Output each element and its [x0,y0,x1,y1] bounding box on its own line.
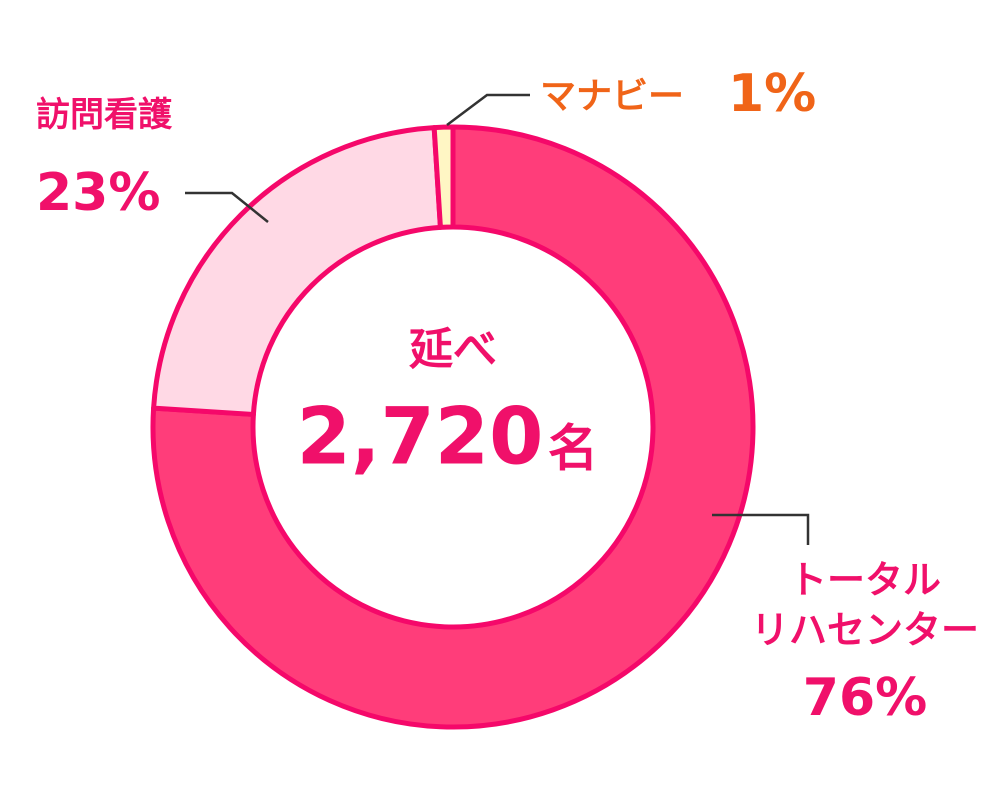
center-unit: 名 [548,420,598,478]
leader-line [446,93,530,126]
slice [150,124,756,730]
slice [151,125,443,417]
leader-line [185,191,269,223]
slice-value: 76% [802,668,928,728]
leader-line [712,513,810,545]
center-title: 延べ [409,324,497,375]
slice-label: 訪問看護 [36,95,172,135]
slice [431,124,456,230]
slice-value: 23% [36,163,161,223]
slice-value: 1% [728,64,817,124]
slice-label: マナビー [540,76,685,117]
center-value: 2,720 [297,392,544,482]
slice-label: トータル リハセンター [750,558,979,652]
